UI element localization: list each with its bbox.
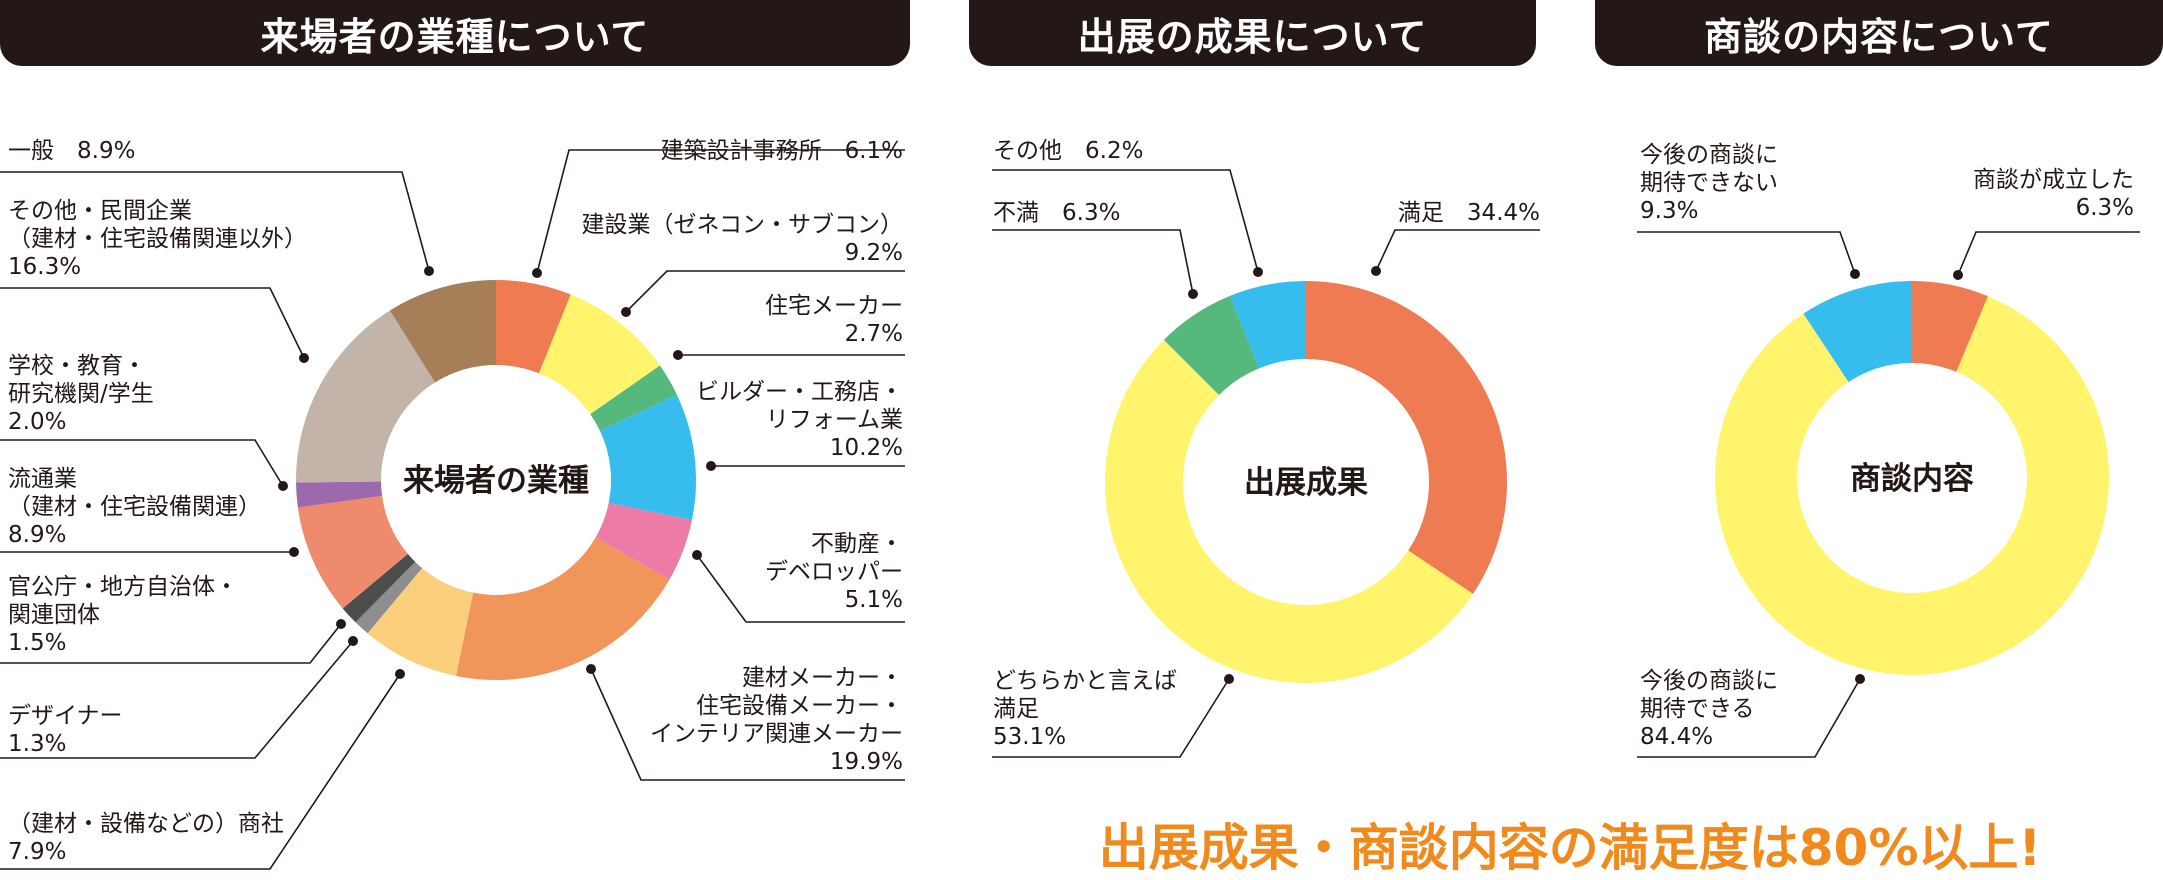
donut-slice — [296, 481, 383, 508]
donut-slice — [1803, 281, 1912, 383]
leader-dot — [348, 636, 358, 646]
leader-line — [1637, 231, 1856, 275]
slice-label: 商談が成立した 6.3% — [1973, 167, 2134, 221]
slice-label: その他 6.2% — [993, 138, 1143, 164]
slice-label: ビルダー・工務店・リフォーム業 10.2% — [696, 379, 903, 461]
slice-label: 満足 34.4% — [1398, 200, 1540, 226]
header-exhibit-results: 出展の成果について — [969, 0, 1536, 66]
leader-line — [536, 149, 905, 274]
leader-dot — [395, 669, 405, 679]
leader-dot — [1224, 674, 1234, 684]
donut-chart-3: 商談が成立した 6.3% 今後の商談に期待できる 84.4% 今後の商談に期待できない 9… — [1637, 142, 2140, 758]
donut-slice — [595, 502, 692, 580]
slice-label: 建材メーカー・住宅設備メーカー・インテリア関連メーカー 19.9% — [650, 665, 903, 775]
donut-slice — [389, 280, 496, 383]
leader-line — [0, 673, 401, 870]
donut-slice — [590, 365, 677, 432]
leader-line — [696, 554, 905, 623]
slice-label: 建築設計事務所 6.1% — [661, 138, 903, 164]
slice-label: その他・民間企業（建材・住宅設備関連以外） 16.3% — [8, 198, 307, 280]
leader-dot — [289, 547, 299, 557]
slice-label: 不動産・デベロッパー 5.1% — [765, 531, 903, 613]
donut-chart-1: 建築設計事務所 6.1% 建設業（ゼネコン・サブコン） 9.2% 住宅メーカー 2.7%… — [0, 138, 905, 870]
header-visitor-industry: 来場者の業種について — [0, 0, 910, 66]
leader-line — [992, 169, 1259, 273]
donut-slice — [342, 553, 416, 623]
donut-center-label: 出展成果 — [1244, 465, 1368, 501]
leader-dot — [424, 266, 434, 276]
leader-dot — [673, 350, 683, 360]
donut-center-label: 来場者の業種 — [403, 463, 589, 499]
donut-slice — [367, 568, 474, 676]
summary-headline: 出展成果・商談内容の満足度は80%以上! — [1098, 819, 2042, 877]
donut-slice — [1306, 281, 1507, 594]
leader-line — [0, 171, 430, 272]
leader-dot — [692, 550, 702, 560]
leader-line — [992, 229, 1194, 295]
slice-label: （建材・設備などの）商社 7.9% — [8, 811, 284, 865]
donut-slice — [496, 280, 571, 374]
leader-line — [992, 678, 1230, 758]
slice-label: 今後の商談に期待できない 9.3% — [1640, 142, 1778, 224]
slice-label: 不満 6.3% — [993, 200, 1120, 226]
slice-label: どちらかと言えば満足 53.1% — [993, 668, 1177, 750]
leader-dot — [706, 461, 716, 471]
leader-line — [1957, 231, 2140, 276]
leader-dot — [1188, 289, 1198, 299]
donut-center-label: 商談内容 — [1850, 461, 1974, 497]
leader-line — [625, 270, 905, 313]
leader-dot — [1850, 269, 1860, 279]
donut-slice — [1163, 296, 1260, 396]
slice-label: 流通業（建材・住宅設備関連） 8.9% — [8, 466, 261, 548]
donut-slice — [1229, 281, 1306, 369]
leader-dot — [621, 307, 631, 317]
leader-line — [1637, 678, 1861, 758]
slice-label: 住宅メーカー 2.7% — [765, 293, 903, 347]
leader-dot — [299, 353, 309, 363]
donut-slice — [296, 310, 435, 483]
leader-dot — [1855, 674, 1865, 684]
slice-label: 一般 8.9% — [8, 138, 135, 164]
header-negotiation-content: 商談の内容について — [1595, 0, 2163, 66]
leader-line — [0, 287, 305, 359]
slice-label: 建設業（ゼネコン・サブコン） 9.2% — [581, 212, 903, 266]
leader-dot — [1371, 266, 1381, 276]
leader-dot — [278, 481, 288, 491]
slice-label: 学校・教育・研究機関/学生 2.0% — [8, 353, 154, 435]
leader-dot — [532, 268, 542, 278]
donut-slice — [297, 495, 408, 609]
leader-dot — [1253, 267, 1263, 277]
donut-chart-2: 満足 34.4% どちらかと言えば満足 53.1% 不満 6.3% その他 6.2% 出展… — [992, 138, 1540, 758]
leader-line — [0, 640, 354, 759]
leader-line — [0, 623, 342, 664]
leader-line — [1375, 229, 1540, 272]
slice-label: 今後の商談に期待できる 84.4% — [1640, 668, 1778, 750]
leader-dot — [586, 664, 596, 674]
donut-slice — [600, 394, 696, 520]
donut-slice — [355, 561, 423, 634]
donut-slice — [1912, 281, 1988, 372]
leader-dot — [1953, 270, 1963, 280]
leader-line — [0, 439, 284, 487]
donut-slice — [1104, 339, 1473, 684]
donut-slice — [539, 294, 660, 415]
donut-slice — [456, 537, 670, 680]
donut-slice — [1714, 296, 2109, 676]
leader-dot — [336, 619, 346, 629]
leader-line — [590, 668, 905, 781]
slice-label: 官公庁・地方自治体・関連団体 1.5% — [8, 574, 238, 656]
slice-label: デザイナー 1.3% — [8, 703, 123, 757]
